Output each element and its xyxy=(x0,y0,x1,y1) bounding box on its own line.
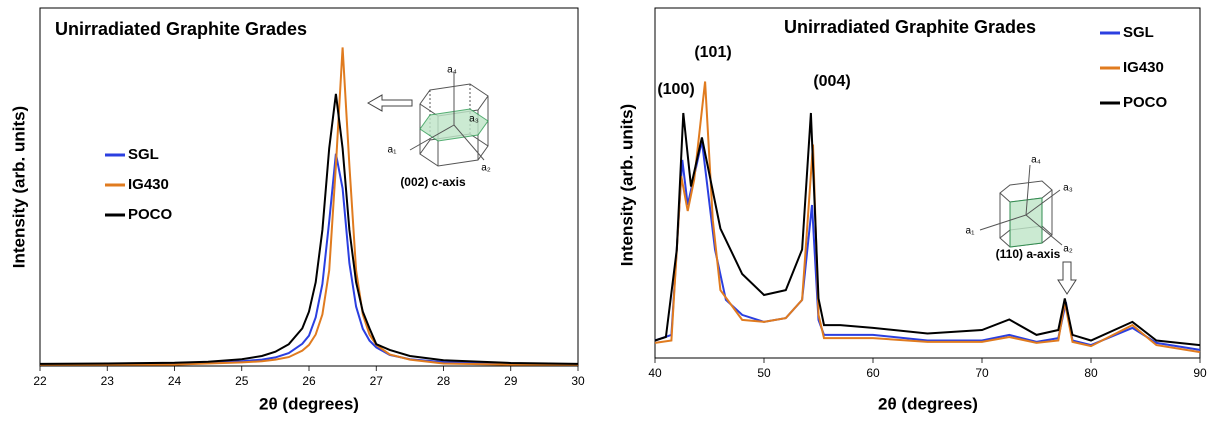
data-line xyxy=(40,47,578,366)
y-axis-label: Intensity (arb. units) xyxy=(9,106,28,268)
x-tick-label: 30 xyxy=(571,374,585,388)
legend-label: SGL xyxy=(128,146,159,163)
crystal-icon-a xyxy=(979,164,1063,248)
legend-label: IG430 xyxy=(128,176,169,193)
legend-label: POCO xyxy=(1123,94,1168,111)
annotation: a₄ xyxy=(447,65,457,76)
crystal-icon-c xyxy=(409,72,489,167)
x-tick-label: 25 xyxy=(235,374,249,388)
data-line xyxy=(654,140,1201,351)
x-axis-label: 2θ (degrees) xyxy=(878,394,978,413)
x-tick-label: 23 xyxy=(101,374,115,388)
arrow-left xyxy=(366,94,413,112)
legend-label: SGL xyxy=(1123,24,1154,41)
plot-frame xyxy=(654,7,1201,359)
annotation: (100) xyxy=(657,81,694,98)
data-line xyxy=(654,81,1201,354)
x-tick-label: 80 xyxy=(1084,366,1098,380)
legend-label: POCO xyxy=(128,206,173,223)
y-axis-label: Intensity (arb. units) xyxy=(617,104,636,266)
x-tick-label: 27 xyxy=(370,374,384,388)
x-tick-label: 29 xyxy=(504,374,518,388)
annotation: (101) xyxy=(694,44,731,61)
annotation: (110) a-axis xyxy=(996,247,1061,261)
x-tick-label: 24 xyxy=(168,374,182,388)
annotation: a₂ xyxy=(481,163,491,174)
annotation: a₂ xyxy=(1063,244,1073,255)
x-tick-label: 40 xyxy=(648,366,662,380)
x-tick-label: 26 xyxy=(302,374,316,388)
chart-title: Unirradiated Graphite Grades xyxy=(55,19,307,39)
annotation: (004) xyxy=(813,73,850,90)
arrow-down xyxy=(1057,261,1077,295)
annotation: (002) c-axis xyxy=(400,175,466,189)
legend-label: IG430 xyxy=(1123,59,1164,76)
x-tick-label: 60 xyxy=(866,366,880,380)
x-tick-label: 50 xyxy=(757,366,771,380)
x-tick-label: 28 xyxy=(437,374,451,388)
x-tick-label: 70 xyxy=(975,366,989,380)
data-line xyxy=(39,93,579,365)
annotation: a₁ xyxy=(966,226,976,237)
annotation: a₃ xyxy=(1063,183,1073,194)
x-tick-label: 22 xyxy=(33,374,47,388)
x-tick-label: 90 xyxy=(1193,366,1207,380)
annotation: a₁ xyxy=(388,145,398,156)
chart-title: Unirradiated Graphite Grades xyxy=(784,17,1036,37)
data-line xyxy=(654,112,1201,347)
annotation: a₃ xyxy=(469,114,479,125)
annotation: a₄ xyxy=(1031,155,1041,166)
x-axis-label: 2θ (degrees) xyxy=(259,394,359,413)
